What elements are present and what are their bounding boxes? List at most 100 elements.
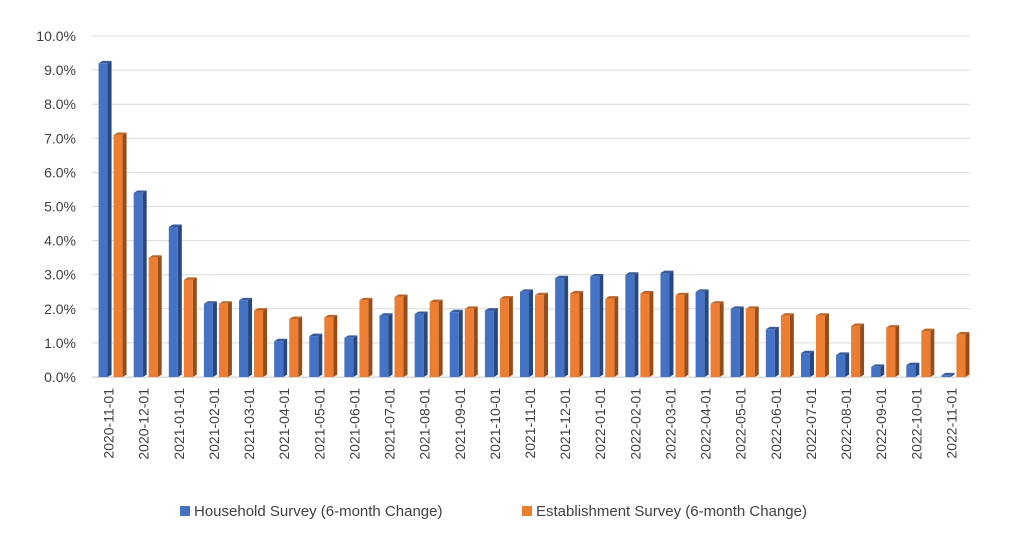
bar-top bbox=[324, 314, 338, 318]
bar-top bbox=[520, 289, 533, 292]
bar-establishment bbox=[745, 308, 755, 377]
bar-establishment bbox=[499, 298, 509, 377]
bar-side bbox=[845, 352, 850, 377]
bar-establishment bbox=[183, 279, 193, 377]
bar-side bbox=[649, 291, 654, 377]
bar-top bbox=[730, 306, 744, 309]
bar-top bbox=[499, 296, 513, 299]
bar-household bbox=[414, 313, 424, 377]
x-tick-label: 2021-03-01 bbox=[241, 388, 257, 460]
bar-top bbox=[183, 277, 197, 280]
bar-household bbox=[379, 315, 389, 377]
bar-establishment bbox=[394, 296, 404, 377]
x-tick-label: 2021-05-01 bbox=[311, 388, 327, 460]
bar-household bbox=[203, 303, 213, 377]
y-tick-label: 4.0% bbox=[44, 233, 76, 249]
bar-top bbox=[394, 294, 408, 297]
bar-side bbox=[438, 299, 443, 377]
bar-side bbox=[248, 297, 253, 377]
x-tick-label: 2021-08-01 bbox=[417, 388, 433, 460]
bar-top bbox=[765, 326, 779, 330]
bar-establishment bbox=[921, 330, 931, 377]
bar-top bbox=[675, 292, 689, 296]
bar-top bbox=[168, 224, 182, 227]
bar-top bbox=[570, 291, 584, 294]
bar-top bbox=[203, 301, 217, 304]
bar-top bbox=[851, 323, 865, 326]
bar-top bbox=[921, 328, 935, 331]
bar-household bbox=[906, 365, 916, 377]
bar-side bbox=[283, 338, 288, 377]
bar-side bbox=[142, 190, 147, 377]
bar-top bbox=[254, 308, 268, 311]
y-tick-label: 9.0% bbox=[44, 62, 76, 78]
bar-top bbox=[815, 313, 829, 316]
bar-top bbox=[956, 331, 970, 335]
bar-establishment bbox=[710, 303, 720, 377]
y-tick-label: 3.0% bbox=[44, 267, 76, 283]
legend-swatch bbox=[522, 506, 532, 516]
bar-side bbox=[915, 362, 920, 377]
bar-establishment bbox=[464, 308, 474, 377]
bar-establishment bbox=[640, 293, 650, 377]
x-tick-label: 2022-04-01 bbox=[698, 388, 714, 460]
x-tick-label: 2021-04-01 bbox=[276, 388, 292, 460]
bar-top bbox=[379, 313, 393, 316]
bar-side bbox=[719, 301, 724, 377]
y-tick-label: 2.0% bbox=[44, 301, 76, 317]
bar-establishment bbox=[429, 301, 439, 377]
bar-side bbox=[263, 308, 268, 377]
bar-side bbox=[704, 289, 709, 377]
bar-establishment bbox=[324, 317, 334, 377]
bar-side bbox=[353, 335, 358, 377]
bar-side bbox=[614, 296, 619, 377]
bar-side bbox=[458, 309, 463, 377]
x-tick-label: 2022-07-01 bbox=[803, 388, 819, 460]
bar-side bbox=[684, 292, 689, 377]
bar-side bbox=[192, 277, 197, 377]
bar-top bbox=[590, 274, 604, 277]
bar-establishment bbox=[851, 325, 861, 377]
legend-swatch bbox=[180, 506, 190, 516]
x-tick-label: 2020-11-01 bbox=[101, 388, 117, 459]
bar-household bbox=[590, 276, 600, 377]
bar-side bbox=[880, 364, 885, 377]
legend-label: Household Survey (6-month Change) bbox=[194, 503, 442, 520]
bar-side bbox=[895, 325, 900, 377]
y-tick-label: 5.0% bbox=[44, 199, 76, 215]
bar-side bbox=[122, 132, 127, 377]
bar-household bbox=[871, 366, 881, 377]
bar-establishment bbox=[254, 310, 264, 377]
bar-side bbox=[107, 60, 112, 377]
bar-top bbox=[148, 255, 162, 258]
bar-establishment bbox=[570, 293, 580, 377]
bar-household bbox=[625, 274, 635, 377]
bar-establishment bbox=[886, 327, 896, 377]
bar-top bbox=[836, 352, 850, 355]
bar-top bbox=[871, 364, 885, 367]
bar-top bbox=[906, 362, 920, 366]
bar-top bbox=[886, 325, 900, 328]
x-tick-label: 2022-08-01 bbox=[838, 388, 854, 460]
x-tick-label: 2021-01-01 bbox=[171, 388, 187, 460]
bar-top bbox=[605, 296, 619, 299]
bar-side bbox=[333, 314, 338, 377]
bar-side bbox=[212, 301, 217, 377]
bar-establishment bbox=[956, 334, 966, 377]
bar-top bbox=[449, 309, 463, 313]
bar-side bbox=[368, 297, 373, 377]
bar-top bbox=[695, 289, 709, 292]
x-tick-label: 2021-10-01 bbox=[487, 388, 503, 460]
bar-top bbox=[359, 297, 373, 301]
bar-top bbox=[98, 60, 112, 64]
bar-top bbox=[133, 190, 147, 193]
bar-top bbox=[800, 350, 814, 354]
bar-top bbox=[710, 301, 724, 304]
x-tick-label: 2022-10-01 bbox=[908, 388, 924, 460]
bar-side bbox=[423, 311, 428, 377]
x-tick-label: 2021-11-01 bbox=[522, 388, 538, 459]
bar-side bbox=[774, 326, 779, 377]
bar-top bbox=[218, 301, 232, 304]
bar-side bbox=[950, 372, 955, 377]
